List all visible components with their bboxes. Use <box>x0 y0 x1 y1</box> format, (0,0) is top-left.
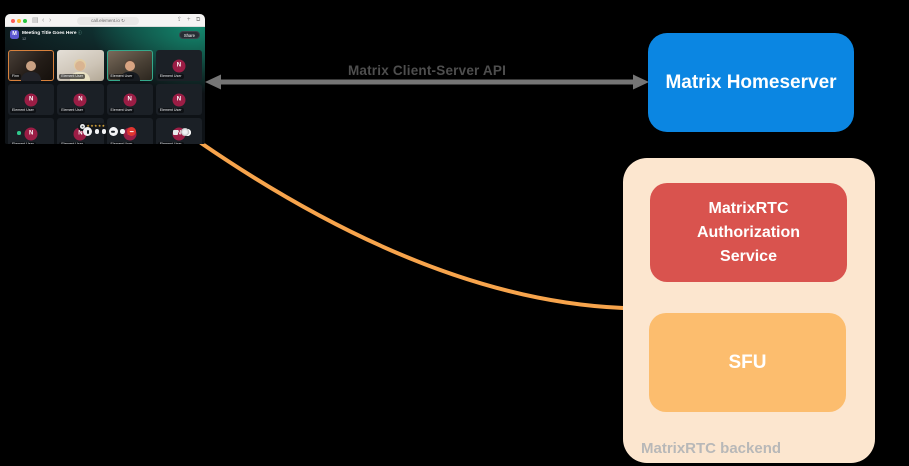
call-app: M Meeting Title Goes Here ⓘ 12 Share Fin… <box>5 27 205 144</box>
participant-avatar: N <box>172 59 186 72</box>
room-avatar: M <box>10 30 19 39</box>
participant-name: Element User <box>59 107 86 113</box>
auth-service-label: MatrixRTC Authorization Service <box>696 199 801 265</box>
participant-avatar: N <box>172 93 186 106</box>
participant-tile[interactable]: Element User <box>57 50 104 81</box>
tabs-overview-icon[interactable]: ⧉ <box>196 17 201 23</box>
video-grid: Finn Element User Element User N Element Use… <box>8 50 202 144</box>
sfu-connection-curve <box>199 141 625 310</box>
close-window-button[interactable] <box>11 18 15 23</box>
participant-avatar: N <box>73 93 87 106</box>
more-options-button[interactable] <box>180 128 189 136</box>
new-tab-icon[interactable]: + <box>187 17 191 23</box>
participant-count: 12 <box>22 36 27 41</box>
camera-button[interactable] <box>108 127 118 136</box>
reaction-emojis[interactable]: ★★★★★ <box>86 124 106 129</box>
participant-name: Element User <box>10 141 36 144</box>
browser-window: ▤ ‹ › call.element.io ↻ ⇪ + ⧉ M Meeting … <box>5 14 205 144</box>
camera-options-toggle[interactable] <box>101 129 106 134</box>
url-text: call.element.io <box>91 17 120 23</box>
participant-name: Element User <box>157 107 184 113</box>
participant-name: Element User <box>157 73 184 79</box>
participant-name: Element User <box>108 107 135 113</box>
sfu-label: SFU <box>728 351 767 373</box>
sfu-box: SFU <box>649 313 846 412</box>
participant-name: Element User <box>157 141 184 144</box>
participant-name: Element User <box>10 107 36 113</box>
homeserver-box: Matrix Homeserver <box>648 33 854 132</box>
participant-avatar: N <box>24 127 38 140</box>
auth-service-box: MatrixRTC Authorization Service <box>650 183 847 282</box>
call-header: M Meeting Title Goes Here ⓘ 12 <box>10 30 82 41</box>
backend-container-label: MatrixRTC backend <box>641 440 782 457</box>
arrow-shaft <box>219 79 635 85</box>
person-silhouette <box>18 61 44 81</box>
participant-name: Element User <box>59 141 86 144</box>
hangup-button[interactable] <box>127 127 136 136</box>
homeserver-label: Matrix Homeserver <box>665 71 837 93</box>
forward-icon[interactable]: › <box>49 17 52 24</box>
participant-name: Element User <box>59 73 86 79</box>
call-control-bar <box>83 127 136 136</box>
sidebar-icon[interactable]: ▤ <box>32 17 39 24</box>
participant-avatar: N <box>123 93 137 106</box>
mic-button[interactable] <box>83 127 92 136</box>
layout-button[interactable] <box>173 129 178 135</box>
browser-chrome: ▤ ‹ › call.element.io ↻ ⇪ + ⧉ <box>5 14 205 27</box>
participant-name: Finn <box>10 73 21 79</box>
add-reaction-icon[interactable]: + <box>80 124 85 130</box>
reload-icon[interactable]: ↻ <box>121 17 125 23</box>
participant-avatar: N <box>24 93 38 106</box>
minimize-window-button[interactable] <box>17 18 21 23</box>
room-info-icon[interactable]: ⓘ <box>77 30 82 35</box>
participant-tile[interactable]: Finn <box>8 50 55 81</box>
share-page-icon[interactable]: ⇪ <box>177 17 183 23</box>
participant-tile[interactable]: Element User <box>106 50 153 81</box>
back-icon[interactable]: ‹ <box>42 17 45 24</box>
participant-name: Element User <box>108 141 135 144</box>
url-bar[interactable]: call.element.io ↻ <box>77 16 139 25</box>
participant-name: Element User <box>108 73 135 79</box>
api-arrow-label: Matrix Client-Server API <box>347 63 507 78</box>
screenshare-toggle[interactable] <box>120 129 125 134</box>
side-controls <box>173 128 189 136</box>
room-title: Meeting Title Goes Here ⓘ <box>22 30 82 36</box>
zoom-window-button[interactable] <box>23 18 27 23</box>
mic-options-toggle[interactable] <box>94 129 99 134</box>
presence-dot <box>17 131 21 135</box>
reaction-bar[interactable]: + ★★★★★ <box>78 123 108 131</box>
share-call-button[interactable]: Share <box>178 31 200 39</box>
